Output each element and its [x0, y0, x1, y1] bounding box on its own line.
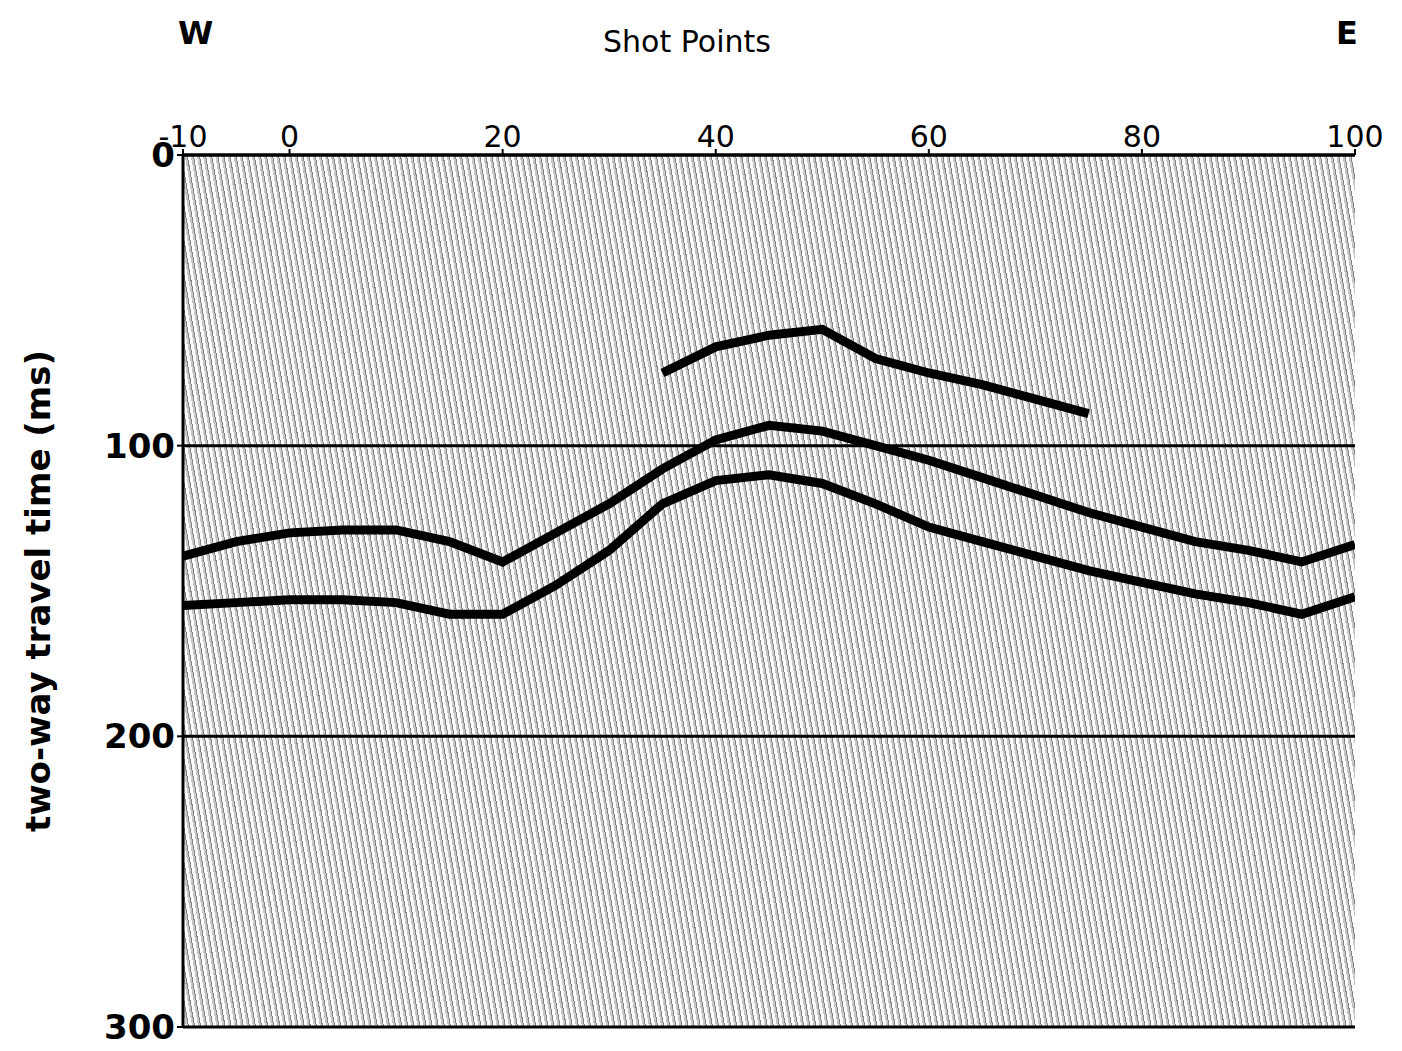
html-text:two-way travel time (ms): two-way travel time (ms) [18, 350, 58, 832]
svg-text:100: 100 [104, 426, 175, 466]
html-text:E: E [1336, 14, 1358, 52]
svg-text:40: 40 [697, 119, 735, 154]
svg-text:0: 0 [151, 135, 175, 175]
html-text:W: W [178, 14, 214, 52]
svg-text:20: 20 [484, 119, 522, 154]
svg-text:300: 300 [104, 1007, 175, 1047]
html-text:Shot Points: Shot Points [603, 24, 771, 59]
svg-text:80: 80 [1123, 119, 1161, 154]
svg-text:200: 200 [104, 716, 175, 756]
svg-text:60: 60 [910, 119, 948, 154]
svg-text:100: 100 [1326, 119, 1383, 154]
svg-text:-10: -10 [158, 119, 208, 154]
svg-text:0: 0 [280, 119, 299, 154]
